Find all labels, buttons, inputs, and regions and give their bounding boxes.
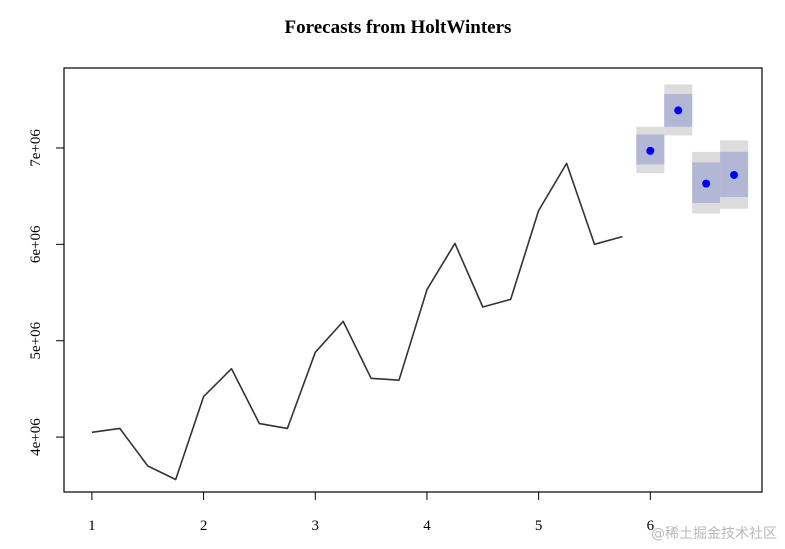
- forecast-point: [646, 146, 655, 155]
- observed-series-line: [91, 162, 623, 481]
- y-tick-label: 4e+06: [28, 418, 44, 456]
- y-axis: 4e+06 5e+06 6e+06 7e+06: [28, 129, 65, 456]
- x-tick-label: 4: [423, 518, 431, 534]
- x-tick-label: 2: [200, 518, 208, 534]
- forecast-point: [730, 170, 739, 179]
- forecast-point: [674, 106, 683, 115]
- x-tick-label: 6: [647, 518, 655, 534]
- chart-title: Forecasts from HoltWinters: [285, 17, 512, 38]
- plot-frame: [63, 67, 763, 493]
- y-tick-label: 6e+06: [28, 225, 44, 263]
- x-tick-label: 3: [312, 518, 320, 534]
- x-tick-label: 5: [535, 518, 543, 534]
- watermark-text: @稀土掘金技术社区: [651, 526, 777, 542]
- y-tick-label: 5e+06: [28, 321, 44, 359]
- y-tick-label: 7e+06: [28, 129, 44, 167]
- x-tick-label: 1: [88, 518, 96, 534]
- plot-area: [91, 84, 749, 481]
- x-axis: 1 2 3 4 5 6: [88, 491, 655, 534]
- forecast-point: [702, 179, 711, 188]
